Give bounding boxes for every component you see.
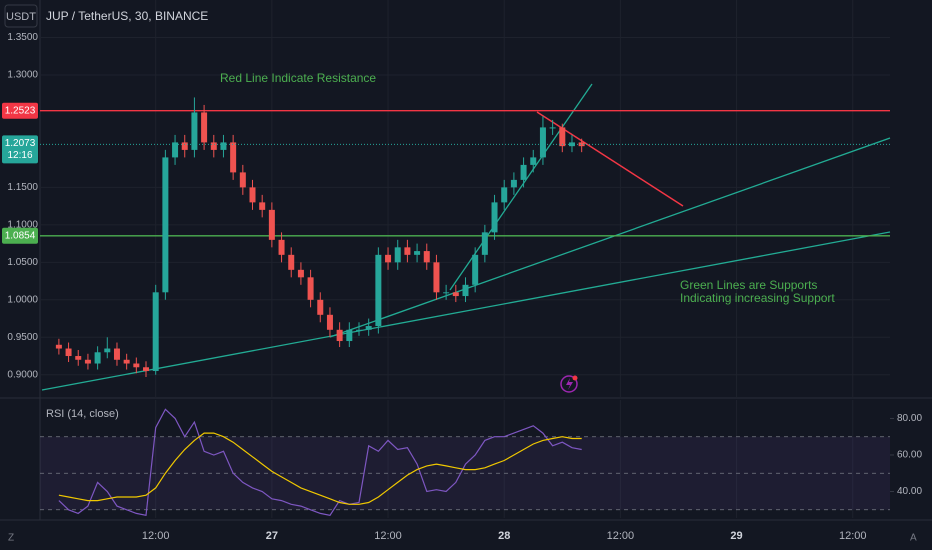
candle-body [385,254,392,263]
y-tick-label: 1.0500 [7,257,38,268]
alert-dot [572,375,578,381]
rsi-line [58,408,582,517]
candle-body [336,329,343,342]
candle-body [113,348,120,360]
candle-body [365,326,372,330]
candle-body [326,314,333,330]
annotation: Indicating increasing Support [680,291,835,305]
candle-body [423,251,430,263]
x-tick-label: 12:00 [839,530,867,542]
candle-body [346,329,353,342]
y-tick-label: 1.3500 [7,32,38,43]
x-tick-label: 27 [266,530,278,542]
y-tick-label: 0.9000 [7,369,38,380]
candle-body [181,142,188,150]
chart-title: JUP / TetherUS, 30, BINANCE [46,9,208,23]
rsi-label: RSI (14, close) [46,408,119,420]
candle-body [317,299,324,315]
candle-body [230,142,237,173]
candle-body [249,187,256,203]
rsi-tick-label: 60.00 [897,450,922,461]
y-tick-label: 1.1000 [7,219,38,230]
y-tick-label: 1.1500 [7,182,38,193]
x-tick-label: 12:00 [374,530,402,542]
timezone-button[interactable]: Z [8,533,14,544]
candle-body [414,251,421,255]
x-tick-label: 12:00 [607,530,635,542]
currency[interactable]: USDT [6,11,36,23]
candle-body [210,142,217,150]
candle-body [84,359,91,364]
alert-icon[interactable] [560,375,578,393]
y-tick-label: 1.3000 [7,70,38,81]
candle-body [152,292,159,372]
countdown: 12:16 [7,150,32,161]
candle-body [220,142,227,150]
x-tick-label: 12:00 [142,530,170,542]
candle-body [501,187,508,203]
level-label-box [2,227,38,244]
candle-body [259,202,266,210]
y-tick-label: 0.9500 [7,332,38,343]
candle-body [462,284,469,297]
candle-body [123,359,130,364]
last-price-label: 1.2073 [5,138,36,149]
candle-body [55,344,62,349]
candle-body [491,202,498,233]
candle-body [288,254,295,270]
rsi-ma-line [58,432,582,505]
candle-body [201,112,208,143]
alert-icon[interactable] [566,378,573,390]
x-tick-label: 28 [498,530,510,542]
y-tick-label: 1.0000 [7,294,38,305]
candle-body [549,127,556,129]
candle-body [375,254,382,327]
candle-body [162,157,169,293]
candle-body [355,329,362,331]
candle-body [133,363,140,368]
x-tick-label: 29 [730,530,742,542]
last-price-box [2,135,38,164]
candle-body [539,127,546,158]
candle-body [452,292,459,297]
candle-body [297,269,304,278]
candle-body [443,292,450,294]
candle-body [520,164,527,180]
currency-button[interactable] [4,4,38,28]
candle-body [394,247,401,263]
support-line [41,231,891,391]
annotation: Green Lines are Supports [680,278,817,292]
rsi-tick-label: 40.00 [897,486,922,497]
candle-body [268,209,275,240]
support-line [329,137,891,338]
candle-body [472,254,479,285]
candle-body [278,239,285,255]
candle-body [65,348,72,357]
auto-scale-button[interactable]: A [910,533,917,544]
candle-body [404,247,411,255]
candle-body [172,142,179,158]
candle-body [510,179,517,188]
annotation: Red Line Indicate Resistance [220,71,376,85]
candle-body [530,157,537,165]
candle-body [578,142,585,147]
candle-body [191,112,198,150]
candle-body [104,348,111,353]
candle-body [481,232,488,255]
candle-body [143,367,150,372]
level-label: 1.2523 [5,105,36,116]
candle-body [239,172,246,188]
level-label: 1.0854 [5,230,36,241]
rsi-tick-label: 80.00 [897,413,922,424]
candle-body [559,127,566,147]
candle-body [94,352,101,364]
candle-body [75,356,82,360]
level-label-box [2,102,38,119]
candle-body [433,262,440,293]
candle-body [307,277,314,300]
